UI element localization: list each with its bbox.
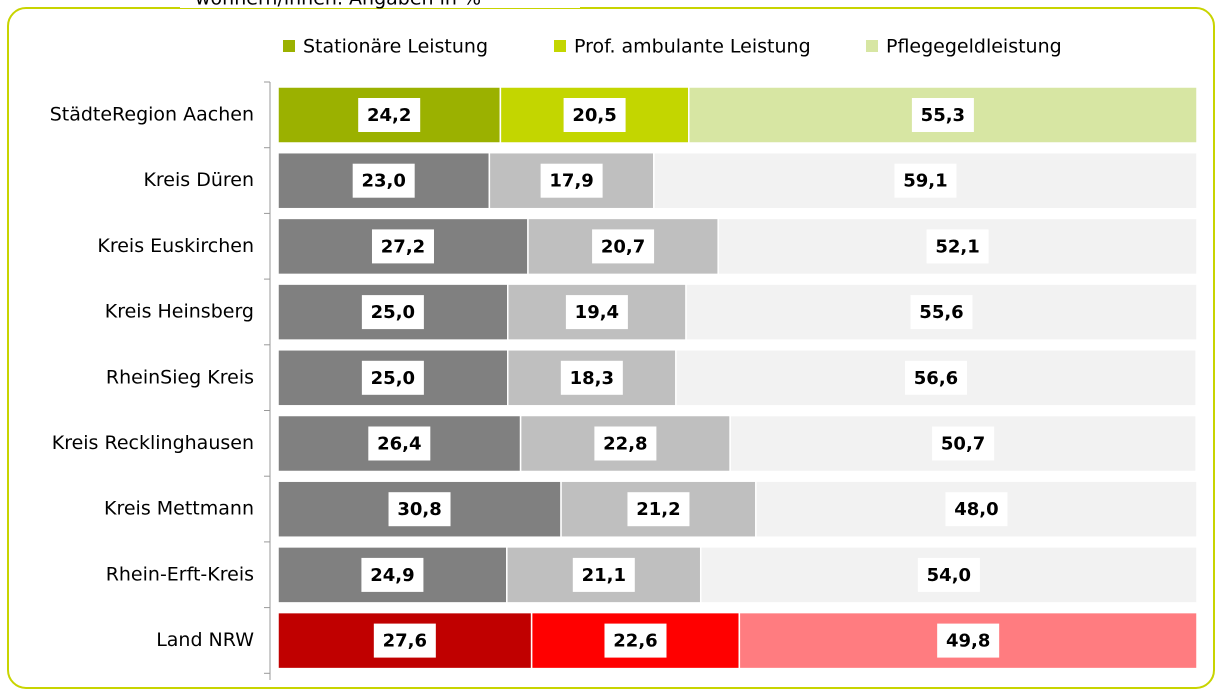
value-label-box [361,295,424,330]
value-label-box [352,163,415,198]
y-tick-label: Kreis Düren [143,169,254,191]
value-label-box [373,623,436,658]
value-label: 30,8 [397,499,441,520]
legend-swatch [283,40,295,52]
value-label-box [910,295,973,330]
y-tick-label: Land NRW [156,629,254,651]
value-label: 18,3 [570,368,614,389]
value-label: 24,9 [370,565,414,586]
value-label-box [540,163,603,198]
value-label: 20,5 [572,105,616,126]
value-label-box [937,623,1000,658]
value-label-box [945,492,1008,527]
legend-label: Pflegegeldleistung [886,36,1062,58]
y-tick-label: Kreis Heinsberg [105,301,254,323]
legend-swatch [866,40,878,52]
value-label: 24,2 [367,105,411,126]
value-label: 55,3 [921,105,965,126]
value-label-box [894,163,957,198]
value-label-box [627,492,690,527]
value-label: 25,0 [371,302,415,323]
value-label-box [926,229,989,264]
value-label: 17,9 [549,171,593,192]
value-label: 19,4 [575,302,619,323]
value-label: 56,6 [914,368,958,389]
y-tick-label: Rhein-Erft-Kreis [106,563,254,585]
value-label: 25,0 [371,368,415,389]
value-label: 50,7 [941,434,985,455]
value-label-box [565,295,628,330]
value-label-box [932,426,995,461]
y-tick-label: Kreis Recklinghausen [52,432,254,454]
value-label-box [388,492,451,527]
value-label-box [560,360,623,395]
value-label-box [368,426,431,461]
bar-segment [499,86,690,144]
value-label-box [361,360,424,395]
value-label: 22,8 [603,434,647,455]
value-label-box [905,360,968,395]
value-label-box [911,98,974,132]
value-label-box [572,557,635,592]
y-tick-label: Kreis Euskirchen [97,235,254,257]
value-label: 23,0 [361,171,405,192]
value-label-box [604,623,667,658]
value-label: 20,7 [601,236,645,257]
legend-label: Stationäre Leistung [303,36,488,58]
value-label-box [563,98,626,132]
subtitle: wohnern/innen. Angaben in % [195,0,481,10]
value-label-box [594,426,657,461]
value-label: 54,0 [927,565,971,586]
value-label: 21,1 [582,565,626,586]
y-tick-label: RheinSieg Kreis [106,366,254,388]
value-label-box [358,98,421,132]
legend-label: Prof. ambulante Leistung [574,36,811,58]
value-label: 22,6 [613,631,657,652]
y-tick-label: StädteRegion Aachen [50,104,254,126]
value-label: 21,2 [636,499,680,520]
value-label: 26,4 [377,434,421,455]
legend-swatch [554,40,566,52]
value-label: 59,1 [903,171,947,192]
bar-segment [717,217,1198,276]
value-label-box [917,557,980,592]
value-label: 27,6 [383,631,427,652]
value-label: 55,6 [919,302,963,323]
value-label: 49,8 [946,631,990,652]
value-label: 48,0 [954,499,998,520]
value-label: 52,1 [935,236,979,257]
y-tick-label: Kreis Mettmann [104,498,254,520]
value-label-box [371,229,434,264]
value-label-box [592,229,655,264]
frame-gap [180,0,580,8]
value-label-box [361,557,424,592]
value-label: 27,2 [381,236,425,257]
